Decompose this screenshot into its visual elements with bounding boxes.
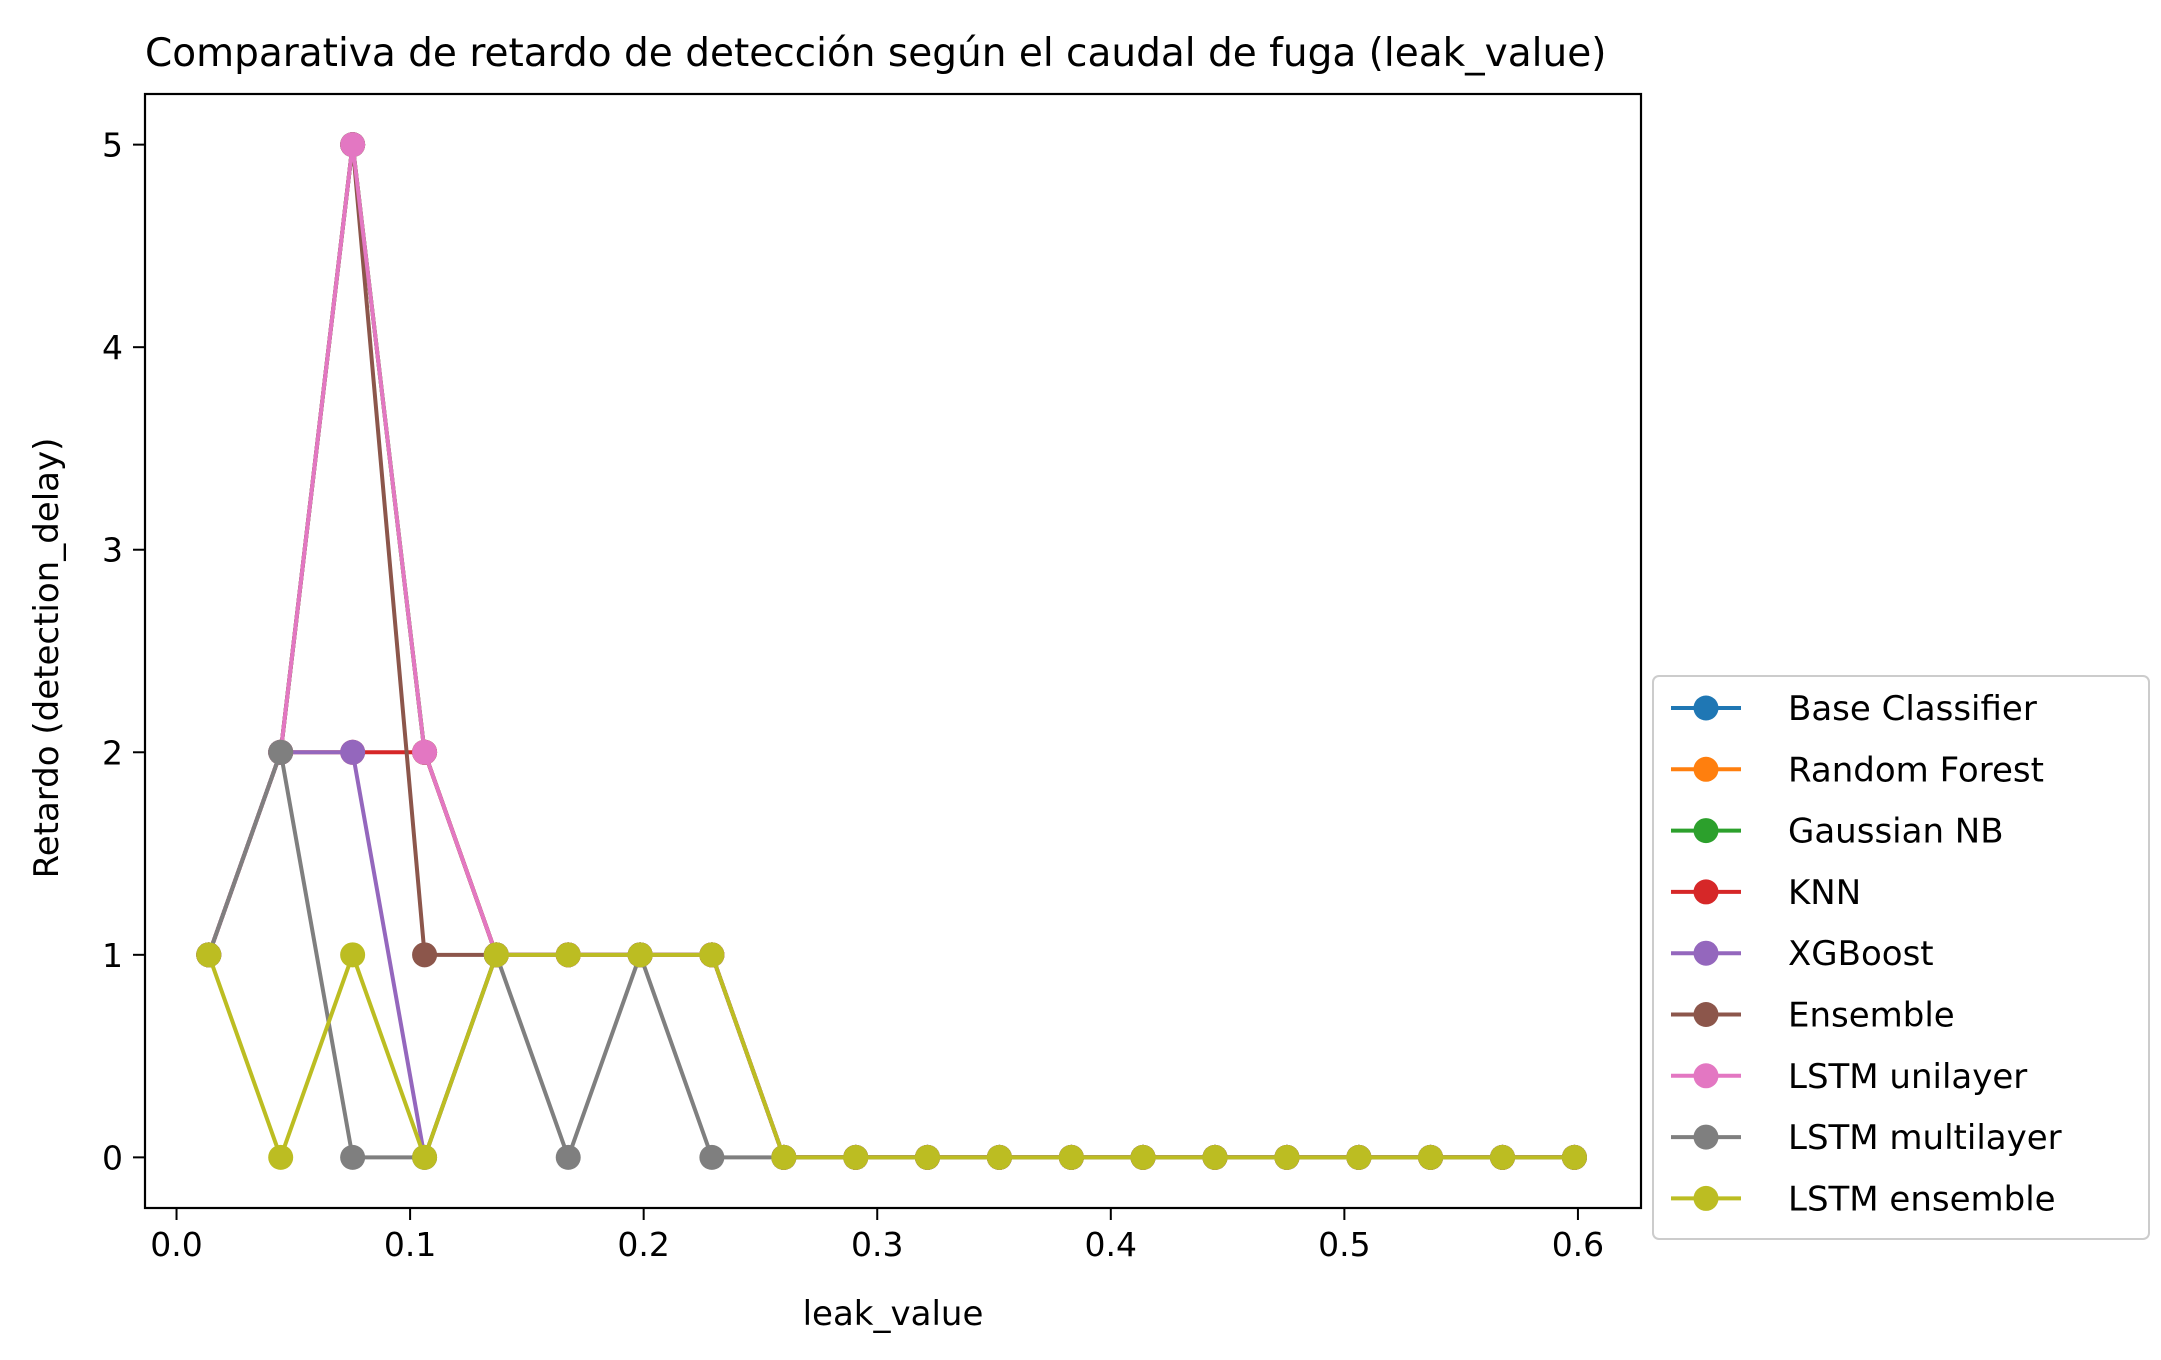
axes-frame: [143, 92, 1643, 1210]
legend-label: LSTM unilayer: [1788, 1057, 2027, 1097]
data-point: [412, 942, 438, 968]
legend-item: KNN: [1671, 873, 1861, 913]
data-point: [340, 942, 366, 968]
legend-item: Random Forest: [1671, 750, 2044, 790]
x-tick-label: 0.5: [1318, 1225, 1370, 1264]
legend-label: Base Classifier: [1788, 689, 2037, 729]
x-tick-label: 0.0: [150, 1225, 202, 1264]
legend-label: LSTM ensemble: [1788, 1179, 2056, 1219]
x-tick-label: 0.2: [617, 1225, 669, 1264]
x-tick-label: 0.4: [1085, 1225, 1137, 1264]
data-point: [699, 1144, 725, 1170]
legend-item: Gaussian NB: [1671, 812, 2004, 852]
data-point: [627, 942, 653, 968]
data-point: [555, 942, 581, 968]
legend-item: LSTM multilayer: [1671, 1118, 2062, 1158]
x-axis-label: leak_value: [803, 1294, 984, 1334]
data-point: [340, 739, 366, 765]
data-point: [1058, 1144, 1084, 1170]
data-point: [483, 942, 509, 968]
data-point: [412, 1144, 438, 1170]
legend-label: Random Forest: [1788, 750, 2044, 790]
x-tick-label: 0.6: [1552, 1225, 1604, 1264]
data-point: [1346, 1144, 1372, 1170]
data-point: [555, 1144, 581, 1170]
legend-marker: [1693, 695, 1719, 721]
legend-item: XGBoost: [1671, 934, 1934, 974]
data-point: [340, 1144, 366, 1170]
legend-item: Base Classifier: [1671, 689, 2037, 729]
legend-box: [1652, 675, 2150, 1240]
data-point: [843, 1144, 869, 1170]
data-point: [914, 1144, 940, 1170]
legend-label: Gaussian NB: [1788, 812, 2004, 852]
data-point: [1130, 1144, 1156, 1170]
x-tick-label: 0.3: [851, 1225, 903, 1264]
y-tick-label: 4: [102, 328, 123, 367]
data-point: [986, 1144, 1012, 1170]
legend-label: LSTM multilayer: [1788, 1118, 2062, 1158]
data-point: [1418, 1144, 1444, 1170]
data-point: [268, 1144, 294, 1170]
data-point: [1274, 1144, 1300, 1170]
data-point: [1489, 1144, 1515, 1170]
data-point: [771, 1144, 797, 1170]
y-tick-label: 3: [102, 531, 123, 570]
series-lstm-ensemble: [196, 942, 1587, 1170]
legend-label: XGBoost: [1788, 934, 1934, 974]
data-point: [412, 739, 438, 765]
y-tick-label: 5: [102, 126, 123, 165]
y-axis-label: Retardo (detection_delay): [27, 438, 67, 879]
data-point: [699, 942, 725, 968]
x-tick-label: 0.1: [384, 1225, 436, 1264]
x-axis: 0.0 0.1 0.2 0.3 0.4 0.5 0.6: [150, 1208, 1604, 1264]
chart-title: Comparativa de retardo de detección segú…: [145, 31, 1606, 76]
legend-marker: [1693, 1185, 1719, 1211]
legend-marker: [1693, 940, 1719, 966]
plot-area: [196, 132, 1587, 1170]
data-point: [268, 739, 294, 765]
legend-label: KNN: [1788, 873, 1861, 913]
legend-marker: [1693, 1063, 1719, 1089]
legend-item: LSTM unilayer: [1671, 1057, 2027, 1097]
legend-label: Ensemble: [1788, 996, 1955, 1036]
legend: Base Classifier Random Forest Gaussian NB K…: [1652, 675, 2150, 1240]
legend-item: LSTM ensemble: [1671, 1179, 2056, 1219]
legend-marker: [1693, 879, 1719, 905]
legend-marker: [1693, 1124, 1719, 1150]
data-point: [1202, 1144, 1228, 1170]
y-tick-label: 2: [102, 733, 123, 772]
y-axis: 0 1 2 3 4 5: [102, 126, 145, 1177]
legend-marker: [1693, 818, 1719, 844]
y-tick-label: 0: [102, 1138, 123, 1177]
data-point: [1561, 1144, 1587, 1170]
legend-marker: [1693, 1002, 1719, 1027]
legend-marker: [1693, 756, 1719, 782]
data-point: [196, 942, 222, 968]
y-tick-label: 1: [102, 936, 123, 975]
data-point: [340, 132, 366, 158]
legend-item: Ensemble: [1671, 996, 1955, 1036]
